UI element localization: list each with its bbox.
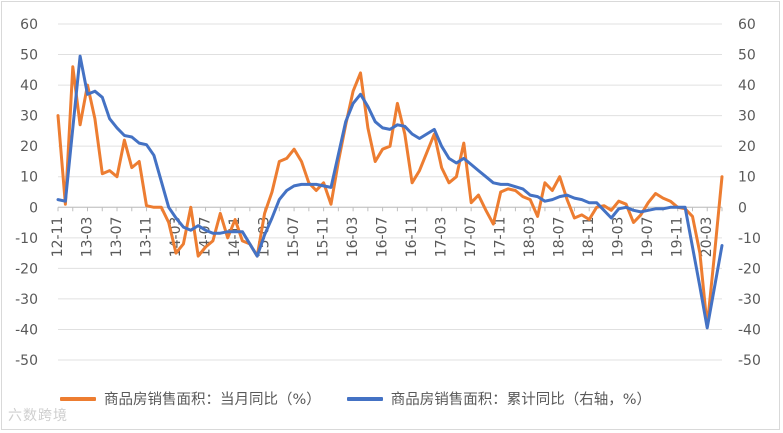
y-tick-label-right: -20 (738, 261, 761, 277)
y-tick-label-right: 60 (738, 17, 756, 33)
y-tick-label-right: -50 (738, 353, 761, 369)
x-tick-label: 18-07 (552, 217, 568, 258)
y-tick-label-right: 20 (738, 139, 756, 155)
x-tick-label: 15-07 (286, 217, 302, 258)
y-tick-label-left: 0 (29, 200, 38, 216)
y-tick-label-left: 30 (20, 109, 38, 125)
y-tick-label-right: 40 (738, 78, 756, 94)
y-tick-label-right: 0 (738, 200, 747, 216)
x-tick-label: 19-07 (640, 217, 656, 258)
x-tick-label: 14-07 (198, 217, 214, 258)
x-tick-label: 17-11 (493, 217, 509, 258)
x-tick-label: 18-11 (581, 217, 597, 258)
legend-swatch-orange (60, 396, 96, 401)
x-tick-label: 16-07 (375, 217, 391, 258)
x-tick-label: 18-03 (522, 217, 538, 258)
y-tick-label-left: -10 (15, 231, 38, 247)
series-line-monthly (56, 65, 724, 328)
x-tick-label: 12-11 (50, 217, 66, 258)
y-tick-label-right: -10 (738, 231, 761, 247)
x-tick-label: 15-11 (316, 217, 332, 258)
y-tick-label-left: 40 (20, 78, 38, 94)
x-tick-label: 17-03 (434, 217, 450, 258)
x-tick-label: 13-11 (139, 217, 155, 258)
y-tick-label-right: 10 (738, 170, 756, 186)
legend-item-cumulative: 商品房销售面积：累计同比（右轴，%） (346, 388, 652, 409)
series-line-cumulative (56, 54, 724, 330)
y-tick-label-left: 10 (20, 170, 38, 186)
y-tick-label-left: -20 (15, 261, 38, 277)
legend-swatch-blue (346, 396, 383, 401)
legend-item-monthly: 商品房销售面积：当月同比（%） (60, 388, 321, 409)
x-tick-label: 19-03 (611, 217, 627, 258)
x-tick-label: 17-07 (463, 217, 479, 258)
legend-label-monthly: 商品房销售面积：当月同比（%） (104, 392, 321, 408)
y-tick-label-left: -30 (15, 292, 38, 308)
x-tick-label: 16-03 (345, 217, 361, 258)
y-tick-label-left: -50 (15, 353, 38, 369)
x-tick-label: 20-03 (699, 217, 715, 258)
y-tick-label-right: 50 (738, 48, 756, 64)
y-tick-label-right: -30 (738, 292, 761, 308)
y-tick-label-left: 50 (20, 48, 38, 64)
legend: 商品房销售面积：当月同比（%） 商品房销售面积：累计同比（右轴，%） (60, 388, 651, 409)
watermark: 六数跨境 (8, 408, 68, 424)
x-tick-label: 13-03 (80, 217, 96, 258)
y-tick-label-left: -40 (15, 322, 38, 338)
y-tick-label-left: 20 (20, 139, 38, 155)
y-tick-label-left: 60 (20, 17, 38, 33)
legend-label-cumulative: 商品房销售面积：累计同比（右轴，%） (390, 392, 652, 408)
x-tick-label: 16-11 (404, 217, 420, 258)
y-tick-label-right: 30 (738, 109, 756, 125)
x-tick-label: 19-11 (670, 217, 686, 258)
x-tick-label: 13-07 (109, 217, 125, 258)
y-tick-label-right: -40 (738, 322, 761, 338)
